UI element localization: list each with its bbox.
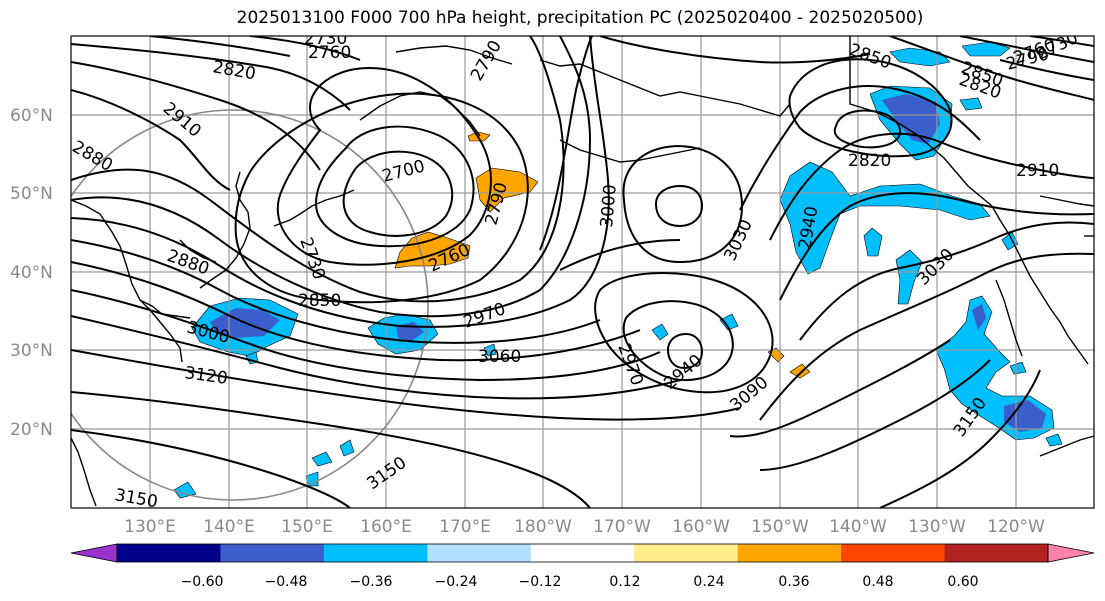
colorbar-segment: [427, 544, 532, 562]
colorbar-tick-label: −0.48: [265, 574, 308, 590]
lon-label: 130°W: [908, 517, 966, 537]
colorbar-segment: [323, 544, 428, 562]
colorbar-tick-label: −0.24: [435, 574, 478, 590]
precip-negative-area: [311, 451, 333, 467]
colorbar-tick-label: 0.36: [778, 574, 809, 590]
lon-label: 150°W: [751, 517, 809, 537]
precip-negative-area: [1009, 361, 1027, 375]
lon-label: 150°E: [281, 517, 333, 537]
colorbar: −0.60 −0.48 −0.36 −0.24 −0.12 0.12 0.24 …: [70, 543, 1095, 590]
precip-negative-area: [339, 439, 355, 457]
lon-label: 160°E: [360, 517, 412, 537]
contour-label: 2820: [848, 151, 891, 171]
colorbar-tick-label: −0.36: [350, 574, 393, 590]
precip-negative-area: [895, 249, 923, 305]
colorbar-segment: [944, 544, 1049, 562]
colorbar-segment: [220, 544, 325, 562]
map-area: 2730 2760 2790 2820 2910 2880 2880 2700 …: [71, 29, 1094, 512]
lon-label: 170°E: [439, 517, 491, 537]
colorbar-tick-label: 0.24: [693, 574, 724, 590]
precip-negative-core: [1004, 400, 1046, 432]
lon-label: 170°W: [593, 517, 651, 537]
lon-label: 140°E: [203, 517, 255, 537]
lon-label: 130°E: [124, 517, 176, 537]
precip-negative-core: [882, 94, 940, 144]
projection-circle: [71, 109, 429, 501]
colorbar-ticks: −0.60 −0.48 −0.36 −0.24 −0.12 0.12 0.24 …: [181, 574, 979, 590]
plot-frame: [70, 35, 1095, 509]
lat-label: 40°N: [10, 263, 53, 283]
lon-label: 140°W: [829, 517, 887, 537]
colorbar-extend-max: [1047, 543, 1095, 563]
colorbar-extend-min: [70, 543, 118, 563]
contour-label: 3060: [478, 347, 521, 367]
colorbar-segment: [841, 544, 946, 562]
lon-label: 180°W: [514, 517, 572, 537]
contour-label: 2910: [1016, 161, 1059, 181]
height-contours: [71, 36, 1094, 508]
colorbar-segment: [634, 544, 739, 562]
precip-negative-area: [959, 97, 983, 111]
precip-negative-area: [961, 41, 1011, 57]
precip-negative-area: [651, 323, 669, 341]
contour-label: 2850: [298, 291, 341, 311]
contour-label: 2760: [308, 43, 351, 63]
lat-label: 30°N: [10, 341, 53, 361]
latitude-labels: 60°N 50°N 40°N 30°N 20°N: [10, 106, 53, 440]
map-title: 2025013100 F000 700 hPa height, precipit…: [236, 8, 924, 28]
lon-label: 160°W: [672, 517, 730, 537]
lat-label: 20°N: [10, 420, 53, 440]
lon-label: 120°W: [987, 517, 1045, 537]
contour-label: 3150: [113, 485, 159, 512]
contour-label: 2730: [304, 29, 347, 49]
precip-negative-area: [719, 313, 739, 331]
colorbar-frame: [116, 543, 1049, 563]
colorbar-tick-label: 0.12: [609, 574, 640, 590]
precip-negative-area: [863, 227, 883, 257]
colorbar-segment: [737, 544, 842, 562]
colorbar-segment: [530, 544, 635, 562]
longitude-labels: 130°E 140°E 150°E 160°E 170°E 180°W 170°…: [124, 517, 1045, 537]
precip-negative-area: [1045, 433, 1063, 447]
precip-negative-area: [173, 481, 197, 499]
colorbar-segments: [70, 543, 1095, 563]
colorbar-tick-label: 0.48: [862, 574, 893, 590]
colorbar-tick-label: −0.12: [519, 574, 562, 590]
precip-negative-core: [972, 304, 986, 330]
lat-label: 60°N: [10, 106, 53, 126]
colorbar-segment: [117, 544, 221, 562]
lat-label: 50°N: [10, 184, 53, 204]
colorbar-tick-label: 0.60: [947, 574, 978, 590]
contour-label: 3000: [597, 184, 621, 229]
colorbar-tick-label: −0.60: [181, 574, 224, 590]
coastlines: [71, 36, 1094, 507]
